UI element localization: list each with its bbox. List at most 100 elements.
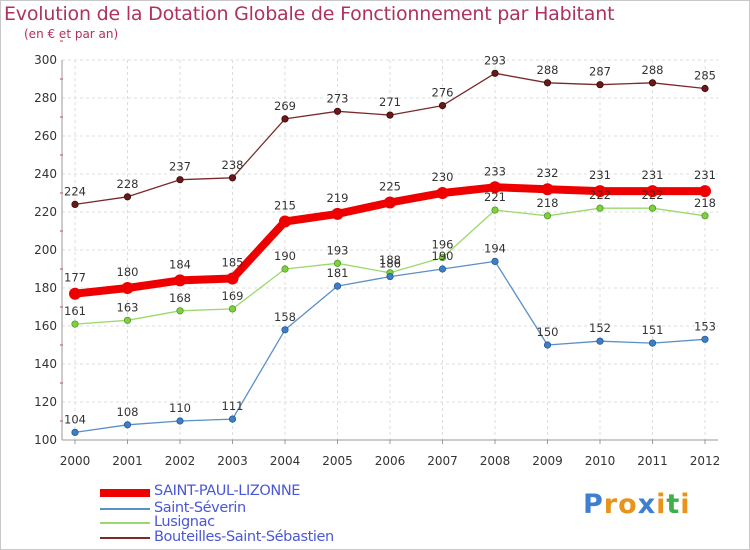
data-label: 152 [589,321,611,335]
data-label: 219 [327,191,349,205]
data-label: 218 [537,196,559,210]
data-label: 230 [432,170,454,184]
data-label: 196 [432,238,454,252]
data-label: 222 [589,188,611,202]
y-tick-label: 260 [34,129,57,143]
data-point [281,115,289,123]
series-2 [71,204,709,328]
y-tick-label: 200 [34,243,57,257]
data-label: 163 [117,300,139,314]
x-tick-label: 2005 [322,454,353,468]
data-point [123,316,132,324]
data-point [646,185,659,198]
data-point [491,206,499,214]
data-label: 177 [64,271,86,285]
data-point [386,111,394,119]
data-point [279,215,291,228]
data-point [438,254,447,262]
x-tick-label: 2001 [112,454,143,468]
data-point [489,181,501,194]
data-point [71,320,79,328]
data-point [176,176,184,184]
data-label: 110 [169,401,191,415]
data-point [491,257,499,265]
data-point [174,274,186,287]
data-point [701,84,709,93]
data-point [123,193,132,201]
data-point [648,204,657,212]
logo-letter: x [637,489,657,520]
data-label: 168 [169,291,191,305]
legend-swatch [100,508,150,510]
data-label: 188 [379,253,401,267]
data-point [71,200,79,208]
data-point [596,204,604,212]
data-point [648,339,657,347]
data-label: 161 [64,304,86,318]
legend-label: SAINT-PAUL-LIZONNE [154,483,301,499]
data-point [701,335,709,343]
data-point [438,265,447,273]
data-label: 194 [484,241,506,255]
x-tick-label: 2004 [270,454,301,468]
data-label: 111 [222,399,244,413]
data-label: 228 [117,177,139,191]
data-label: 293 [484,53,506,67]
proxiti-logo: Proxiti [583,489,691,520]
data-point [69,287,81,300]
legend-label: Bouteilles-Saint-Sébastien [154,529,334,545]
data-label: 193 [327,243,349,257]
y-tick-label: 100 [34,433,57,447]
logo-letter: P [583,489,604,520]
data-point [228,174,237,182]
legend-swatch [100,537,150,539]
data-point [543,341,552,349]
x-tick-label: 2003 [217,454,248,468]
y-tick-label: 220 [34,205,57,219]
data-point [176,417,184,425]
data-label: 273 [327,91,349,105]
x-tick-label: 2002 [165,454,196,468]
data-label: 276 [432,86,454,100]
data-point [71,428,79,436]
x-axis-labels: 2000 2001 2002 2003 2004 2005 2006 2007 2008 2009… [60,454,721,468]
data-point [701,212,709,220]
data-label: 215 [274,199,296,213]
data-label: 158 [274,310,296,324]
data-point [541,183,554,196]
data-label: 180 [117,265,139,279]
data-point [281,265,289,273]
data-point [594,185,606,198]
series-layer [69,69,711,436]
data-point [648,79,657,87]
data-point [596,337,604,345]
data-label: 287 [589,65,611,79]
data-label: 153 [694,319,716,333]
logo-letter: i [656,489,667,520]
data-label: 185 [222,256,244,270]
data-label: 151 [642,323,664,337]
data-point [176,307,184,315]
data-label: 269 [274,99,296,113]
data-point [491,69,499,77]
legend-swatch [100,522,150,524]
data-label: 237 [169,160,191,174]
data-label: 285 [694,69,716,83]
x-tick-label: 2010 [585,454,616,468]
y-tick-label: 280 [34,91,57,105]
legend-label: Lusignac [154,514,215,530]
data-label: 225 [379,180,401,194]
data-point [123,421,132,429]
logo-letter: r [603,489,619,520]
data-point [228,305,237,313]
y-tick-label: 300 [34,53,57,67]
legend-swatch [100,489,150,497]
data-label: 108 [117,405,139,419]
y-tick-label: 160 [34,319,57,333]
logo-letter: t [666,489,681,520]
data-label: 190 [432,249,454,263]
data-point [281,326,289,334]
data-label: 231 [694,168,716,182]
data-label: 222 [642,188,664,202]
